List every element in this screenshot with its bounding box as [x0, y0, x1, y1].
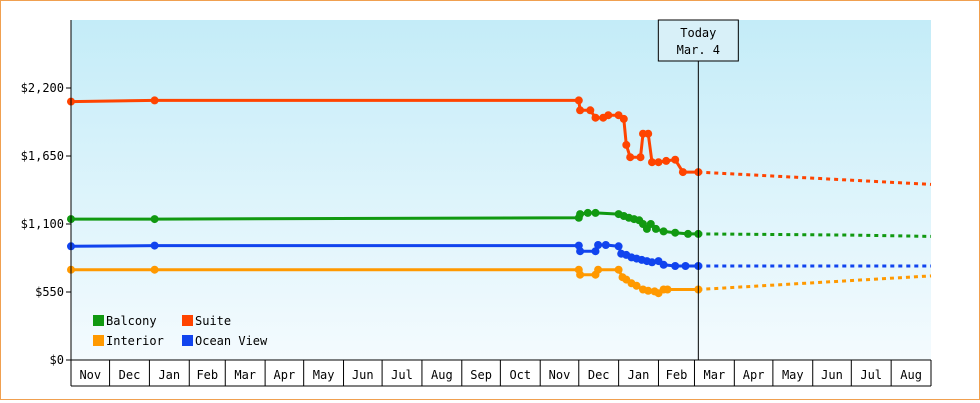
data-point-suite	[662, 156, 671, 165]
legend-swatch-interior	[93, 335, 104, 346]
legend-label-interior: Interior	[106, 334, 164, 348]
data-point-suite	[150, 96, 159, 105]
data-point-suite	[626, 153, 635, 162]
x-tick-label: Jun	[352, 368, 374, 382]
x-tick-label: Nov	[549, 368, 571, 382]
x-tick-label: Dec	[588, 368, 610, 382]
x-tick-label: Apr	[274, 368, 296, 382]
data-point-interior	[632, 281, 641, 290]
x-tick-label: Sep	[470, 368, 492, 382]
legend: Balcony Suite Interior Ocean View	[93, 314, 268, 348]
data-point-ocean-view	[150, 241, 159, 250]
data-point-suite	[574, 96, 583, 105]
data-point-balcony	[591, 208, 600, 217]
plot-background	[71, 20, 931, 360]
data-point-balcony	[671, 228, 680, 237]
data-point-balcony	[646, 220, 655, 228]
x-tick-label: Jan	[628, 368, 650, 382]
data-point-suite	[678, 168, 687, 177]
data-point-suite	[654, 158, 663, 167]
data-point-interior	[150, 265, 159, 274]
x-tick-label: Jul	[391, 368, 413, 382]
data-point-ocean-view	[614, 242, 623, 251]
y-tick-label: $1,650	[21, 149, 64, 163]
today-marker: Today Mar. 4	[657, 19, 739, 360]
today-label: Today	[680, 26, 716, 40]
series-projection-balcony	[698, 232, 932, 238]
data-point-ocean-view	[681, 262, 690, 270]
legend-swatch-ocean-view	[182, 335, 193, 346]
x-tick-label: Jan	[158, 368, 180, 382]
data-point-suite	[644, 129, 653, 138]
data-point-suite	[591, 113, 600, 122]
x-tick-label: Mar	[234, 368, 256, 382]
x-tick-label: Jul	[860, 368, 882, 382]
today-box	[657, 19, 739, 62]
x-tick-label: Dec	[119, 368, 141, 382]
x-tick-label: May	[313, 368, 335, 382]
series-layer	[67, 96, 932, 298]
data-point-balcony	[651, 224, 660, 233]
data-point-suite	[576, 106, 585, 115]
data-point-suite	[622, 140, 631, 149]
data-point-ocean-view	[601, 241, 610, 249]
y-tick-label: $2,200	[21, 81, 64, 95]
x-tick-label: Jun	[821, 368, 843, 382]
data-point-suite	[636, 153, 645, 162]
data-point-ocean-view	[576, 247, 585, 256]
x-tick-label: May	[782, 368, 804, 382]
y-tick-label: $550	[35, 285, 64, 299]
data-point-suite	[604, 111, 613, 120]
data-point-balcony	[150, 215, 159, 224]
legend-label-balcony: Balcony	[106, 314, 157, 328]
data-point-ocean-view	[591, 247, 600, 256]
today-date-label: Mar. 4	[677, 43, 720, 57]
data-point-balcony	[583, 208, 592, 217]
data-point-balcony	[684, 229, 692, 238]
data-point-balcony	[576, 210, 585, 219]
data-point-suite	[586, 106, 595, 115]
x-tick-label: Mar	[704, 368, 726, 382]
series-projection-interior	[698, 274, 932, 291]
data-point-ocean-view	[659, 260, 668, 269]
legend-label-suite: Suite	[195, 314, 231, 328]
data-point-interior	[594, 265, 603, 274]
legend-label-ocean-view: Ocean View	[195, 334, 268, 348]
legend-swatch-suite	[182, 315, 193, 326]
x-tick-label: Apr	[743, 368, 765, 382]
data-point-interior	[614, 265, 623, 274]
x-tick-label: Nov	[79, 368, 101, 382]
data-point-ocean-view	[648, 258, 656, 267]
x-tick-label: Aug	[900, 368, 922, 382]
x-tick-label: Feb	[196, 368, 218, 382]
data-point-balcony	[659, 227, 668, 236]
data-point-interior	[663, 285, 672, 294]
data-point-ocean-view	[671, 262, 680, 270]
x-tick-label: Oct	[509, 368, 531, 382]
axes-layer: $0 $550 $1,100 $1,650 $2,200 Nov Dec Jan Feb Mar A…	[21, 20, 932, 387]
series-projection-suite	[698, 170, 932, 186]
legend-swatch-balcony	[93, 315, 104, 326]
data-point-suite	[619, 114, 628, 123]
x-tick-label: Aug	[431, 368, 453, 382]
data-point-suite	[671, 155, 680, 164]
y-tick-label: $0	[50, 353, 64, 367]
y-tick-label: $1,100	[21, 217, 64, 231]
data-point-ocean-view	[594, 241, 603, 249]
x-tick-label: Feb	[666, 368, 688, 382]
data-point-suite	[648, 158, 656, 167]
data-point-interior	[576, 270, 585, 279]
data-point-interior	[644, 286, 653, 295]
